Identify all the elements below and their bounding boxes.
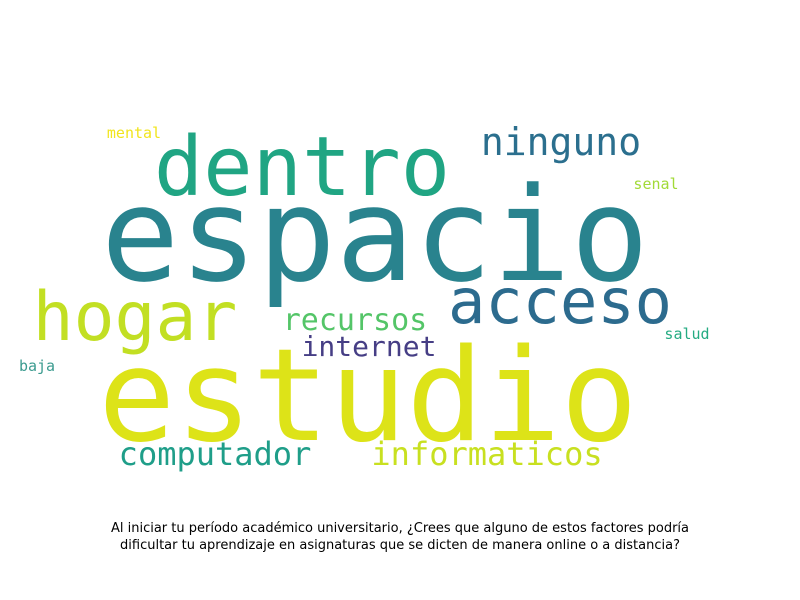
word-computador: computador: [119, 435, 312, 473]
word-baja: baja: [19, 357, 55, 375]
word-acceso: acceso: [448, 265, 672, 338]
word-estudio: estudio: [98, 322, 637, 471]
word-ninguno: ninguno: [481, 120, 641, 164]
word-informaticos: informaticos: [371, 435, 602, 473]
chart-caption: Al iniciar tu período académico universi…: [110, 521, 689, 553]
word-hogar: hogar: [33, 278, 238, 357]
word-dentro: dentro: [154, 120, 450, 215]
word-internet: internet: [302, 330, 437, 363]
word-espacio: espacio: [101, 159, 649, 311]
word-salud: salud: [664, 325, 709, 343]
word-recursos: recursos: [283, 303, 428, 338]
word-senal: senal: [633, 175, 678, 193]
word-mental: mental: [107, 124, 161, 142]
